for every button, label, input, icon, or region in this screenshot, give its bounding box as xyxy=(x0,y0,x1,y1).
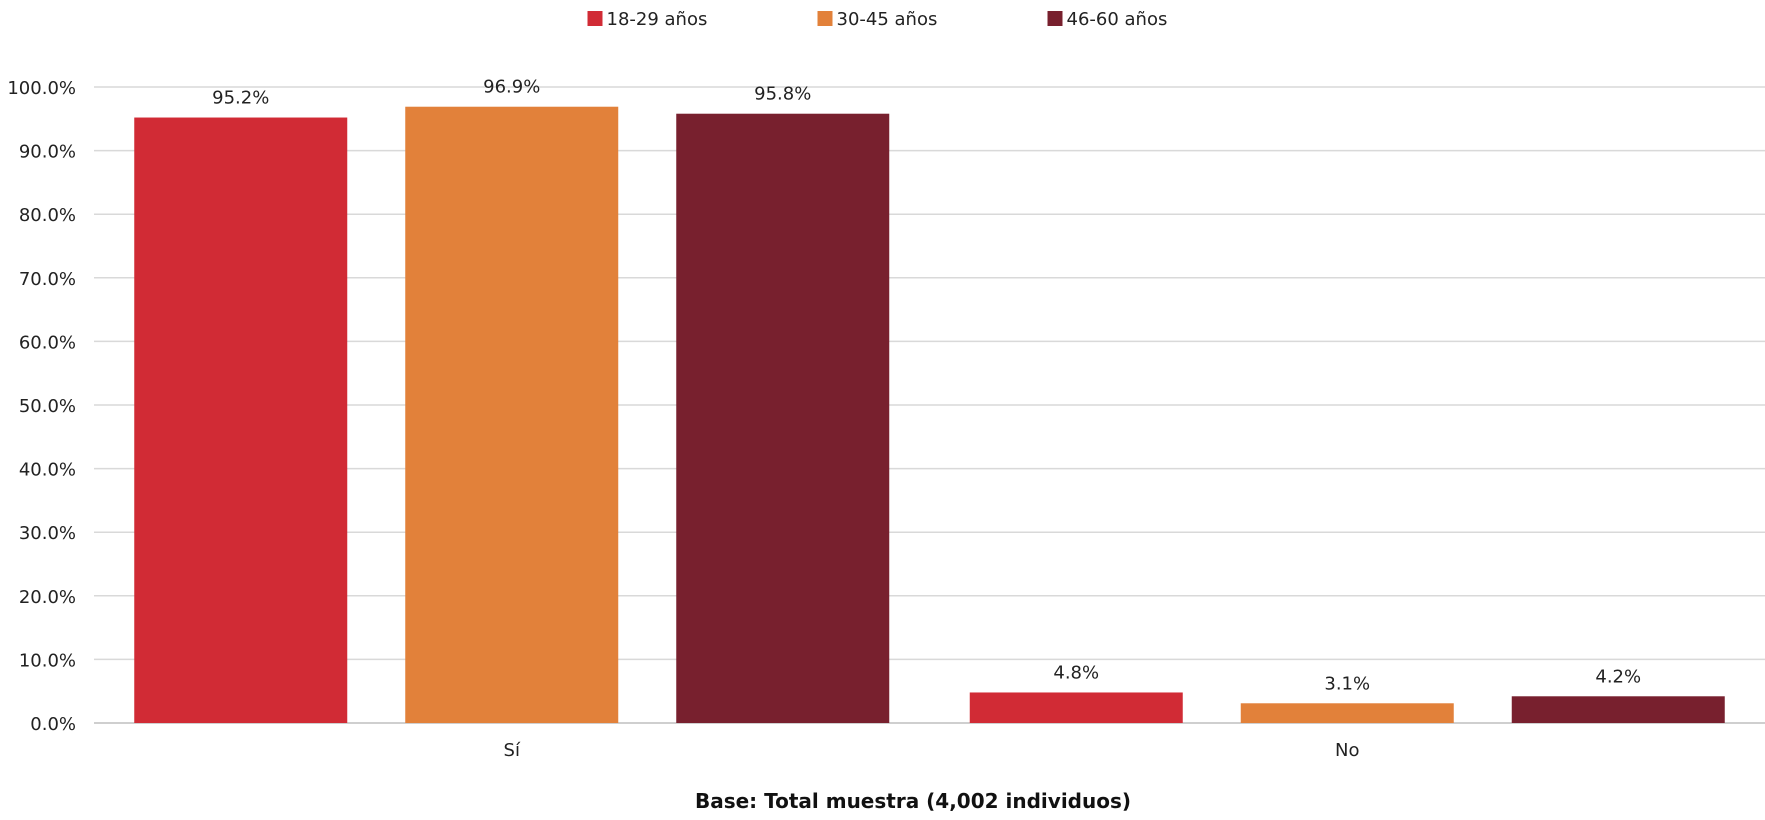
legend-swatch xyxy=(817,11,833,26)
y-tick-label: 0.0% xyxy=(30,714,76,735)
y-tick-label: 50.0% xyxy=(19,396,76,417)
x-axis-categories: Sí No xyxy=(504,740,1360,761)
legend-label: 18-29 años xyxy=(607,9,708,30)
legend-swatch xyxy=(1047,11,1063,26)
y-tick-label: 30.0% xyxy=(19,523,76,544)
legend-swatch xyxy=(587,11,603,26)
data-label: 4.8% xyxy=(1053,662,1099,683)
y-tick-label: 90.0% xyxy=(19,142,76,163)
y-tick-label: 80.0% xyxy=(19,205,76,226)
bars xyxy=(134,106,1725,724)
data-label: 95.2% xyxy=(212,88,269,109)
legend-item: 30-45 años xyxy=(817,9,938,30)
legend-label: 30-45 años xyxy=(837,9,938,30)
bar-no-series-2 xyxy=(1240,703,1454,723)
y-axis-ticks: 0.0% 10.0% 20.0% 30.0% 40.0% 50.0% 60.0% 70.0% 8… xyxy=(7,78,76,735)
legend-item: 46-60 años xyxy=(1047,9,1168,30)
y-tick-label: 40.0% xyxy=(19,460,76,481)
gridlines xyxy=(94,86,1765,724)
bar-no-series-3 xyxy=(1511,696,1725,723)
legend-label: 46-60 años xyxy=(1067,9,1168,30)
y-tick-label: 20.0% xyxy=(19,587,76,608)
bar-si-series-2 xyxy=(405,106,619,723)
data-label: 3.1% xyxy=(1324,673,1370,694)
legend: 18-29 años 30-45 años 46-60 años xyxy=(587,9,1168,30)
y-tick-label: 100.0% xyxy=(7,78,76,99)
bar-no-series-1 xyxy=(969,692,1183,723)
bar-si-series-3 xyxy=(676,113,890,724)
y-tick-label: 60.0% xyxy=(19,332,76,353)
data-labels: 95.2% 96.9% 95.8% 4.8% 3.1% 4.2% xyxy=(212,77,1641,695)
data-label: 96.9% xyxy=(483,77,540,98)
chart-footnote: Base: Total muestra (4,002 individuos) xyxy=(695,789,1131,813)
y-tick-label: 10.0% xyxy=(19,650,76,671)
data-label: 4.2% xyxy=(1595,666,1641,687)
bar-si-series-1 xyxy=(134,117,348,723)
y-tick-label: 70.0% xyxy=(19,269,76,290)
x-category-label: No xyxy=(1335,740,1359,761)
legend-item: 18-29 años xyxy=(587,9,708,30)
x-category-label: Sí xyxy=(504,740,521,761)
data-label: 95.8% xyxy=(754,84,811,105)
